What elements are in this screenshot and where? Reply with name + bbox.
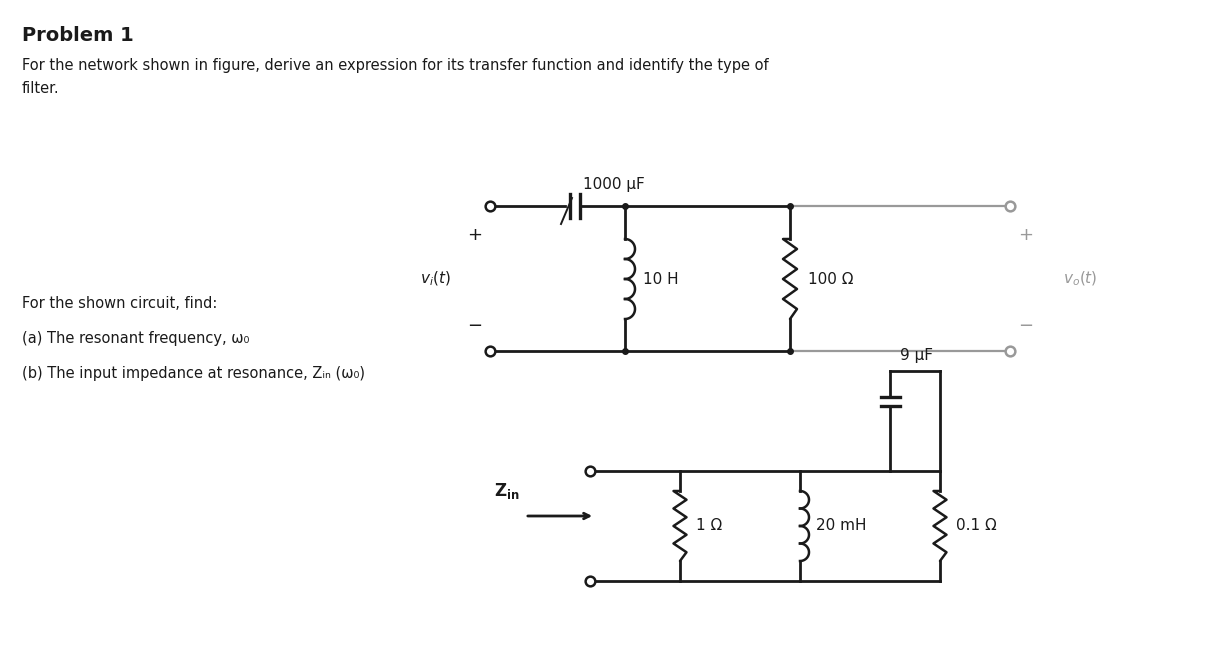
Text: Problem 1: Problem 1 <box>22 26 134 45</box>
Text: 0.1 Ω: 0.1 Ω <box>956 519 997 533</box>
Text: +: + <box>467 226 483 244</box>
Text: (a) The resonant frequency, ω₀: (a) The resonant frequency, ω₀ <box>22 331 249 346</box>
Text: 9 μF: 9 μF <box>900 348 933 363</box>
Text: +: + <box>1019 226 1034 244</box>
Text: For the network shown in figure, derive an expression for its transfer function : For the network shown in figure, derive … <box>22 58 769 73</box>
Text: −: − <box>1019 317 1034 335</box>
Text: −: − <box>467 317 483 335</box>
Text: filter.: filter. <box>22 81 60 96</box>
Text: 100 Ω: 100 Ω <box>807 272 854 286</box>
Text: $v_i(t)$: $v_i(t)$ <box>420 270 450 288</box>
Text: 1000 μF: 1000 μF <box>582 177 644 192</box>
Text: $\mathbf{Z_{in}}$: $\mathbf{Z_{in}}$ <box>495 481 520 501</box>
Text: For the shown circuit, find:: For the shown circuit, find: <box>22 296 218 311</box>
Text: 20 mH: 20 mH <box>816 519 867 533</box>
Text: $v_o(t)$: $v_o(t)$ <box>1063 270 1097 288</box>
Text: 10 H: 10 H <box>643 272 679 286</box>
Text: (b) The input impedance at resonance, Zᵢₙ (ω₀): (b) The input impedance at resonance, Zᵢ… <box>22 366 365 381</box>
Text: 1 Ω: 1 Ω <box>696 519 722 533</box>
